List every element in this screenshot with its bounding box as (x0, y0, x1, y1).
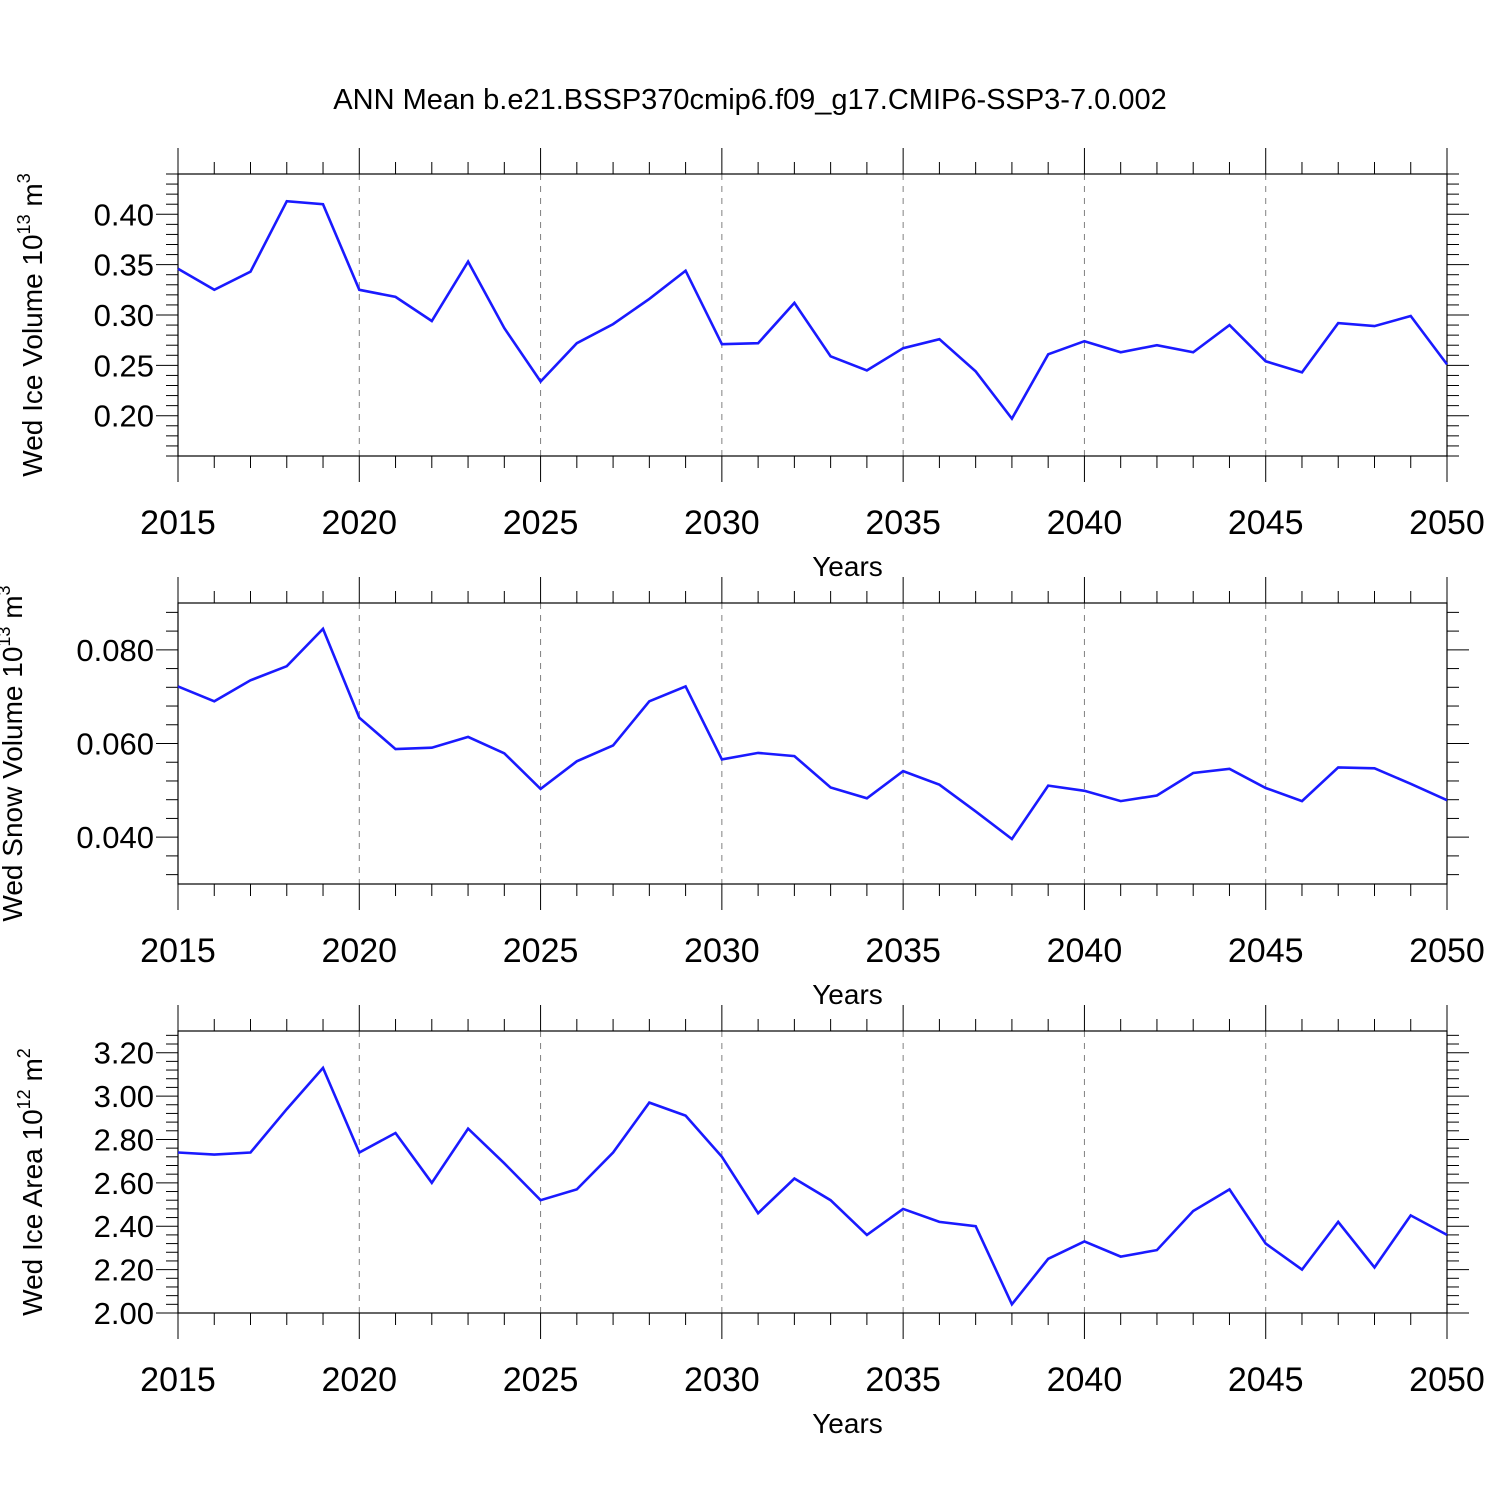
x-tick-label: 2045 (1228, 1361, 1304, 1399)
x-tick-label: 2025 (503, 932, 579, 970)
x-axis-label: Years (812, 1408, 883, 1439)
x-tick-label: 2045 (1228, 932, 1304, 970)
y-axis-label: Wed Ice Area 1012 m2 (14, 1048, 48, 1316)
y-tick-label: 0.35 (94, 248, 154, 283)
chart-panel-3: 2.00 2.20 2.40 2.60 2.80 3.00 3.20 2015 2020 2025… (14, 1005, 1485, 1439)
x-tick-label: 2030 (684, 932, 760, 970)
y-tick-label: 2.60 (94, 1166, 154, 1201)
chart-panel-1: 0.20 0.25 0.30 0.35 0.40 2015 2020 2025 2030 2035… (14, 148, 1485, 582)
x-tick-label: 2035 (865, 1361, 941, 1399)
y-tick-label: 0.40 (94, 197, 154, 232)
x-tick-label: 2030 (684, 504, 760, 542)
y-tick-label: 2.20 (94, 1253, 154, 1288)
x-tick-label: 2020 (321, 504, 397, 542)
x-tick-label: 2045 (1228, 504, 1304, 542)
x-tick-label: 2025 (503, 1361, 579, 1399)
y-tick-label: 2.80 (94, 1122, 154, 1157)
x-axis-label: Years (812, 551, 883, 582)
y-tick-label: 3.20 (94, 1036, 154, 1071)
x-axis-label: Years (812, 979, 883, 1010)
x-tick-label: 2015 (140, 1361, 216, 1399)
x-tick-label: 2050 (1409, 504, 1485, 542)
y-tick-label: 0.20 (94, 399, 154, 434)
y-tick-label: 0.25 (94, 348, 154, 383)
y-tick-label: 0.30 (94, 298, 154, 333)
x-tick-label: 2015 (140, 932, 216, 970)
series-line (177, 199, 1449, 422)
x-tick-label: 2050 (1409, 1361, 1485, 1399)
x-tick-label: 2040 (1047, 504, 1123, 542)
plot-frame (177, 173, 1448, 457)
x-tick-label: 2020 (321, 932, 397, 970)
y-tick-label: 0.040 (76, 820, 154, 855)
x-tick-label: 2035 (865, 932, 941, 970)
plot-frame (177, 602, 1448, 885)
x-tick-label: 2015 (140, 504, 216, 542)
x-tick-label: 2020 (321, 1361, 397, 1399)
x-tick-label: 2030 (684, 1361, 760, 1399)
y-tick-label: 0.080 (76, 633, 154, 668)
y-tick-label: 3.00 (94, 1079, 154, 1114)
x-tick-label: 2035 (865, 504, 941, 542)
series-line (177, 626, 1448, 841)
series-line (177, 1065, 1448, 1307)
figure-title: ANN Mean b.e21.BSSP370cmip6.f09_g17.CMIP… (333, 84, 1167, 116)
y-tick-label: 0.060 (76, 727, 154, 762)
x-tick-label: 2050 (1409, 932, 1485, 970)
y-tick-label: 2.00 (94, 1296, 154, 1331)
chart-panel-2: 0.040 0.060 0.080 2015 2020 2025 2030 2035 2040 2… (0, 577, 1485, 1010)
x-tick-label: 2040 (1047, 1361, 1123, 1399)
y-tick-label: 2.40 (94, 1209, 154, 1244)
y-axis-label: Wed Ice Volume 1013 m3 (14, 173, 48, 476)
plot-frame (177, 1030, 1448, 1314)
y-axis-label: Wed Snow Volume 1013 m3 (0, 585, 28, 921)
x-tick-label: 2025 (503, 504, 579, 542)
x-tick-label: 2040 (1047, 932, 1123, 970)
